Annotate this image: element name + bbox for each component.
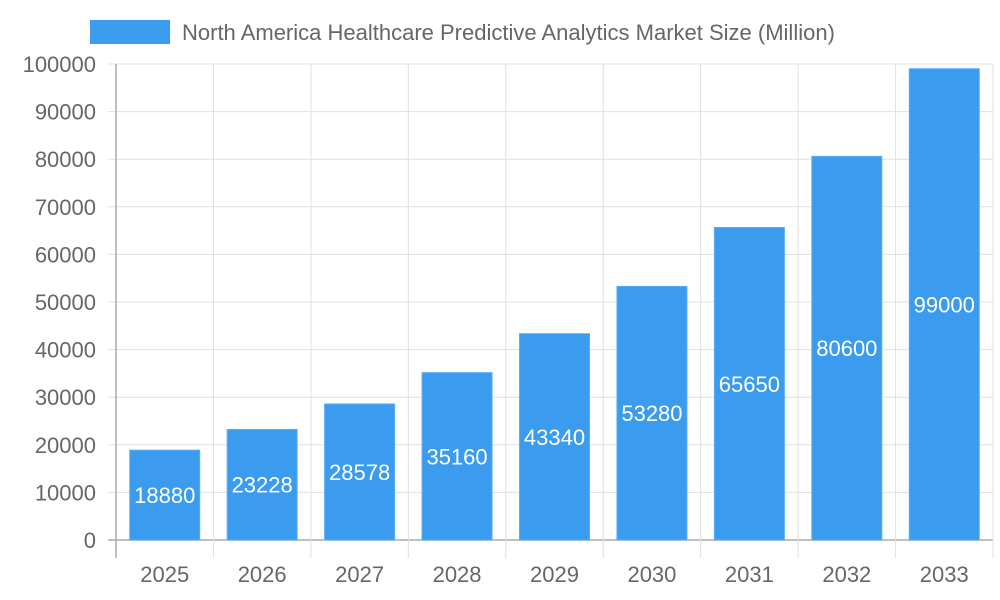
y-tick-label: 20000 (35, 433, 96, 458)
y-tick-label: 90000 (35, 100, 96, 125)
bar-value-label: 99000 (914, 292, 975, 317)
x-tick-label: 2031 (725, 562, 774, 587)
y-tick-label: 0 (84, 528, 96, 553)
y-tick-label: 40000 (35, 338, 96, 363)
legend[interactable]: North America Healthcare Predictive Anal… (90, 20, 835, 45)
bar-value-label: 65650 (719, 372, 780, 397)
bar-value-label: 53280 (621, 401, 682, 426)
bar-2028[interactable] (421, 372, 493, 541)
x-tick-label: 2027 (335, 562, 384, 587)
legend-label: North America Healthcare Predictive Anal… (182, 20, 835, 45)
bars: 18880 2025 23228 2026 28578 2027 35160 2028 4334… (129, 68, 980, 587)
bar-2033[interactable] (908, 68, 980, 541)
bar-2032[interactable] (811, 155, 883, 541)
x-tick-label: 2025 (140, 562, 189, 587)
legend-swatch (90, 20, 170, 44)
y-tick-label: 30000 (35, 385, 96, 410)
x-tick-label: 2030 (627, 562, 676, 587)
y-tick-label: 80000 (35, 147, 96, 172)
x-tick-label: 2029 (530, 562, 579, 587)
bar-value-label: 28578 (329, 460, 390, 485)
bar-2029[interactable] (519, 333, 590, 541)
y-tick-label: 60000 (35, 242, 96, 267)
bar-value-label: 23228 (232, 473, 293, 498)
bar-2025[interactable] (129, 449, 201, 541)
bar-value-label: 35160 (426, 444, 487, 469)
x-tick-label: 2028 (433, 562, 482, 587)
y-tick-label: 100000 (23, 52, 96, 77)
x-tick-label: 2032 (822, 562, 871, 587)
bar-2027[interactable] (324, 403, 396, 541)
y-tick-label: 70000 (35, 195, 96, 220)
bar-value-label: 43340 (524, 425, 585, 450)
bar-2030[interactable] (616, 285, 688, 541)
bar-value-label: 18880 (134, 483, 195, 508)
bar-value-label: 80600 (816, 336, 877, 361)
x-tick-label: 2033 (920, 562, 969, 587)
bar-2026[interactable] (226, 428, 298, 541)
x-tick-label: 2026 (238, 562, 287, 587)
y-tick-label: 50000 (35, 290, 96, 315)
y-tick-label: 10000 (35, 480, 96, 505)
bar-2031[interactable] (713, 227, 785, 541)
